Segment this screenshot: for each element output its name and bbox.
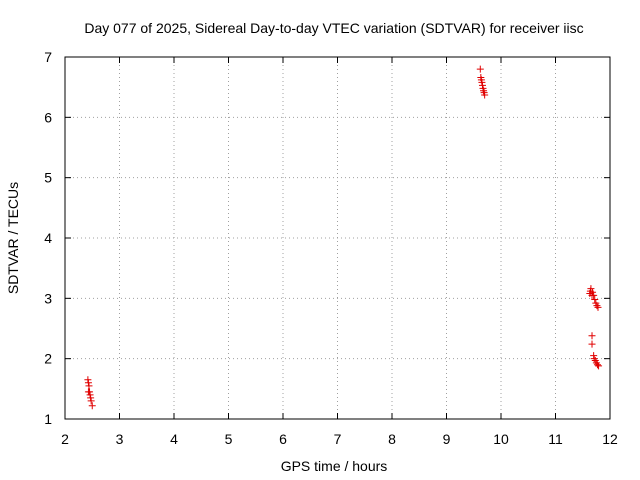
data-point-plus-marker	[84, 376, 92, 384]
data-point-plus-marker	[478, 78, 486, 86]
data-point-plus-marker	[478, 81, 486, 89]
x-tick-label: 12	[602, 431, 618, 447]
y-tick-label: 4	[44, 230, 52, 246]
x-axis-label: GPS time / hours	[281, 458, 388, 474]
y-tick-label: 1	[44, 411, 52, 427]
y-tick-label: 6	[44, 109, 52, 125]
data-point-plus-marker	[587, 285, 595, 293]
x-tick-label: 5	[225, 431, 233, 447]
y-tick-labels: 1 2 3 4 5 6 7	[44, 49, 52, 427]
data-point-plus-marker	[481, 91, 489, 99]
x-tick-label: 10	[493, 431, 509, 447]
data-point-plus-marker	[87, 394, 95, 402]
x-tick-label: 4	[170, 431, 178, 447]
data-point-plus-marker	[588, 340, 596, 348]
chart-title: Day 077 of 2025, Sidereal Day-to-day VTE…	[84, 20, 583, 36]
y-tick-label: 3	[44, 290, 52, 306]
data-point-plus-marker	[86, 391, 94, 399]
y-axis-label: SDTVAR / TECUs	[5, 182, 21, 294]
x-tick-labels: 2 3 4 5 6 7 8 9 10 11 12	[61, 431, 618, 447]
data-point-plus-marker	[595, 362, 603, 370]
data-point-plus-marker	[480, 87, 488, 95]
data-point-plus-marker	[594, 303, 602, 311]
data-point-plus-marker	[588, 332, 596, 340]
x-tick-label: 6	[279, 431, 287, 447]
data-point-plus-marker	[87, 397, 95, 405]
data-point-plus-marker	[593, 361, 601, 369]
x-tick-label: 7	[334, 431, 342, 447]
x-tick-label: 9	[443, 431, 451, 447]
data-point-plus-marker	[84, 379, 92, 387]
x-tick-label: 11	[548, 431, 563, 447]
x-tick-label: 3	[116, 431, 124, 447]
data-point-plus-marker	[591, 296, 599, 304]
grid-lines	[65, 57, 610, 419]
data-point-plus-marker	[589, 288, 597, 296]
y-tick-label: 5	[44, 170, 52, 186]
x-tick-label: 2	[61, 431, 69, 447]
axis-ticks	[64, 56, 611, 420]
data-point-plus-marker	[590, 355, 598, 363]
y-tick-label: 2	[44, 351, 52, 367]
data-point-plus-marker	[86, 388, 94, 396]
data-point-plus-marker	[593, 302, 601, 310]
x-tick-label: 8	[388, 431, 396, 447]
data-point-plus-marker	[590, 291, 598, 299]
y-tick-label: 7	[44, 49, 52, 65]
data-point-plus-marker	[88, 402, 96, 410]
data-point-plus-marker	[85, 382, 93, 390]
data-point-plus-marker	[476, 65, 484, 73]
data-point-plus-marker	[590, 352, 598, 360]
data-points	[84, 65, 603, 410]
